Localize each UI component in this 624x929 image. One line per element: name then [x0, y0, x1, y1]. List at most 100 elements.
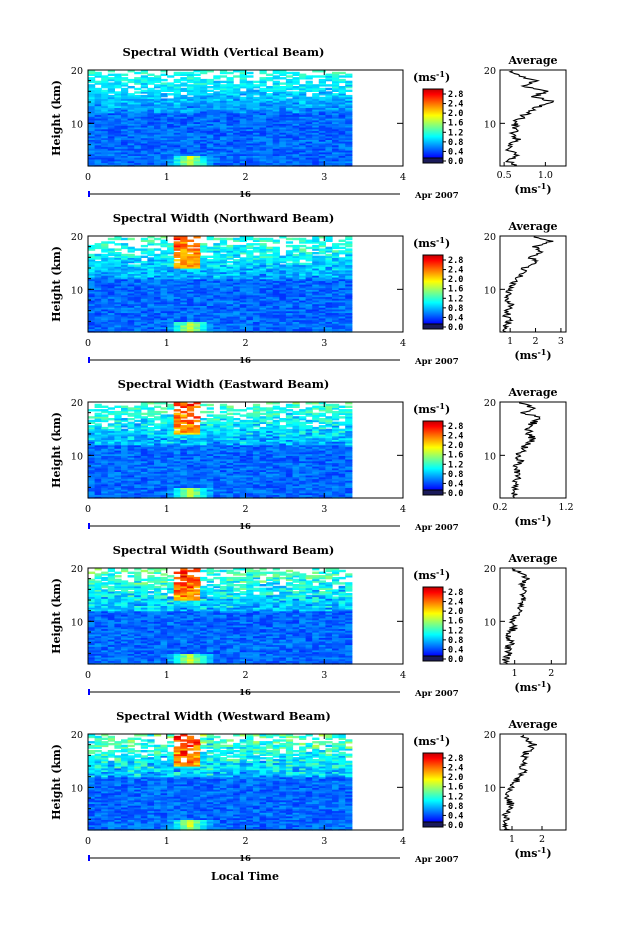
heatmap-cell: [206, 284, 214, 287]
heatmap-cell: [193, 478, 201, 481]
heatmap-cell: [259, 457, 267, 460]
heatmap-cell: [154, 264, 162, 267]
heatmap-cell: [332, 316, 340, 319]
heatmap-cell: [94, 142, 102, 146]
heatmap-cell: [219, 458, 228, 462]
heatmap-cell: [272, 134, 280, 137]
heatmap-cell: [272, 287, 280, 290]
heatmap-cell: [266, 469, 274, 472]
heatmap-cell: [338, 153, 346, 156]
heatmap-cell: [186, 148, 195, 151]
heatmap-cell: [338, 317, 346, 321]
heatmap-cell: [299, 162, 307, 165]
heatmap-cell: [160, 300, 168, 303]
heatmap-cell: [252, 248, 261, 251]
heatmap-cell: [180, 264, 188, 267]
heatmap-cell: [193, 471, 201, 474]
heatmap-cell: [279, 132, 287, 135]
heatmap-cell: [279, 469, 287, 472]
heatmap-cell: [121, 253, 129, 257]
heatmap-cell: [167, 137, 175, 140]
heatmap-cell: [127, 112, 135, 116]
heatmap-cell: [127, 103, 135, 107]
heatmap-cell: [226, 494, 234, 497]
heatmap-cell: [200, 280, 208, 283]
heatmap-cell: [94, 148, 102, 151]
heatmap-cell: [252, 487, 261, 490]
heatmap-cell: [338, 162, 346, 165]
heatmap-cell: [285, 132, 294, 135]
heatmap-cell: [259, 490, 267, 494]
heatmap-cell: [338, 157, 346, 160]
heatmap-cell: [147, 273, 155, 276]
heatmap-cell: [167, 474, 175, 478]
heatmap-cell: [167, 300, 175, 303]
heatmap-cell: [305, 150, 313, 153]
heatmap-cell: [266, 89, 274, 92]
heatmap-cell: [193, 490, 201, 494]
heatmap-cell: [272, 121, 280, 124]
heatmap-cell: [88, 271, 96, 274]
heatmap-cell: [160, 107, 168, 110]
heatmap-cell: [219, 282, 228, 285]
heatmap-cell: [160, 239, 168, 242]
heatmap-cell: [101, 492, 109, 496]
heatmap-cell: [121, 125, 129, 128]
heatmap-cell: [147, 126, 155, 130]
heatmap-cell: [279, 103, 287, 107]
heatmap-cell: [266, 130, 274, 133]
heatmap-cell: [101, 139, 109, 142]
heatmap-cell: [252, 112, 261, 116]
heatmap-cell: [246, 324, 254, 328]
heatmap-cell: [127, 462, 135, 465]
heatmap-cell: [180, 268, 188, 271]
heatmap-cell: [279, 312, 287, 315]
heatmap-cell: [345, 157, 353, 160]
heatmap-cell: [299, 148, 307, 151]
heatmap-cell: [246, 94, 254, 98]
panel-title: Spectral Width (Vertical Beam): [123, 45, 325, 59]
heatmap-cell: [101, 294, 109, 298]
heatmap-cell: [252, 492, 261, 496]
heatmap-cell: [147, 80, 155, 84]
heatmap-cell: [154, 132, 162, 135]
heatmap-cell: [332, 308, 340, 312]
heatmap-cell: [94, 307, 102, 310]
heatmap-cell: [226, 78, 234, 82]
heatmap-cell: [121, 312, 129, 315]
heatmap-cell: [101, 150, 109, 153]
heatmap-cell: [140, 153, 148, 156]
heatmap-cell: [272, 264, 280, 267]
heatmap-cell: [127, 253, 135, 257]
heatmap-cell: [252, 476, 261, 480]
heatmap-cell: [160, 144, 168, 148]
heatmap-cell: [299, 262, 307, 266]
heatmap-cell: [160, 467, 168, 471]
heatmap-cell: [94, 282, 102, 285]
heatmap-cell: [147, 480, 155, 483]
colorbar: [422, 88, 444, 164]
heatmap-cell: [121, 268, 129, 271]
heatmap-cell: [312, 126, 320, 130]
heatmap-cell: [292, 96, 300, 100]
heatmap-cell: [259, 84, 267, 87]
heatmap-cell: [140, 260, 148, 264]
heatmap-cell: [226, 82, 234, 85]
heatmap-cell: [186, 269, 195, 273]
profile-y-tick-label: 10: [484, 119, 496, 130]
heatmap-cell: [233, 310, 241, 314]
heatmap-cell: [180, 130, 188, 133]
heatmap-cell: [299, 130, 307, 133]
heatmap-cell: [292, 471, 300, 474]
heatmap-cell: [246, 100, 254, 103]
heatmap-cell: [305, 135, 313, 139]
heatmap-cell: [272, 291, 280, 294]
heatmap-cell: [272, 492, 280, 496]
heatmap-cell: [345, 103, 353, 107]
heatmap-cell: [107, 160, 115, 164]
heatmap-cell: [279, 87, 287, 91]
heatmap-cell: [272, 298, 280, 301]
heatmap-cell: [154, 102, 162, 105]
heatmap-cell: [246, 91, 254, 94]
heatmap-cell: [252, 287, 261, 290]
